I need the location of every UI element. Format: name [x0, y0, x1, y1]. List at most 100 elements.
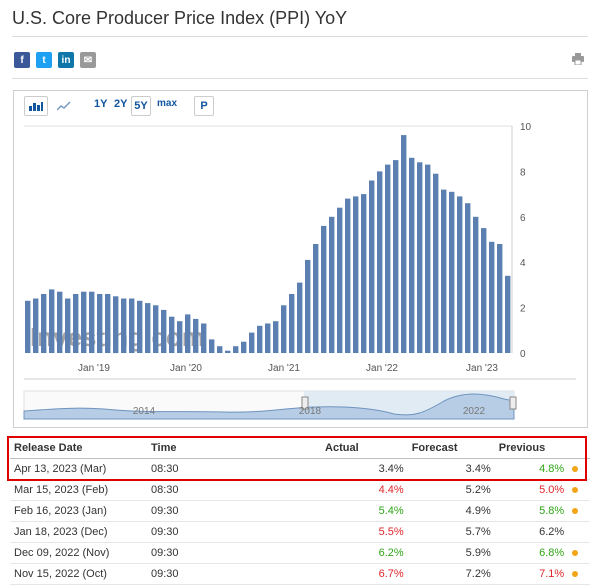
bar[interactable] — [385, 164, 391, 353]
range-5y[interactable]: 5Y — [131, 96, 151, 116]
bar[interactable] — [297, 282, 303, 353]
y-tick-label: 8 — [520, 167, 526, 178]
revision-dot-icon[interactable] — [572, 508, 579, 514]
navigator-right-handle[interactable] — [509, 396, 517, 410]
bar[interactable] — [377, 171, 383, 353]
bar[interactable] — [409, 157, 415, 353]
bar[interactable] — [329, 216, 335, 353]
forecast-cell: 4.9% — [407, 500, 495, 522]
bar[interactable] — [265, 323, 271, 354]
bar[interactable] — [281, 305, 287, 353]
bar[interactable] — [481, 228, 487, 353]
bar[interactable] — [145, 303, 151, 353]
bar[interactable] — [345, 198, 351, 353]
line-chart-icon — [57, 101, 71, 111]
bar[interactable] — [473, 216, 479, 353]
bar[interactable] — [289, 294, 295, 353]
table-header-row: Release Date Time Actual Forecast Previo… — [10, 438, 590, 459]
bar[interactable] — [41, 294, 47, 353]
bar[interactable] — [129, 298, 135, 354]
bar[interactable] — [233, 346, 239, 353]
release-date-cell: Mar 15, 2023 (Feb) — [10, 479, 148, 501]
bar[interactable] — [313, 244, 319, 353]
header-forecast[interactable]: Forecast — [407, 438, 495, 459]
navigator[interactable] — [23, 390, 517, 420]
bar[interactable] — [441, 189, 447, 353]
bar[interactable] — [361, 194, 367, 353]
bar[interactable] — [321, 225, 327, 353]
range-2y[interactable]: 2Y — [114, 98, 128, 110]
bar[interactable] — [161, 309, 167, 353]
bar[interactable] — [89, 291, 95, 353]
bar[interactable] — [73, 294, 79, 353]
bar[interactable] — [505, 275, 511, 353]
bar[interactable] — [65, 298, 71, 354]
bar-chart-toggle[interactable] — [24, 96, 48, 116]
bar[interactable] — [497, 244, 503, 353]
bar[interactable] — [257, 325, 263, 353]
y-tick-label: 4 — [520, 258, 526, 269]
navigator-tick-label: 2018 — [299, 406, 322, 417]
bar[interactable] — [209, 339, 215, 353]
x-tick-label: Jan '22 — [366, 363, 398, 374]
bar[interactable] — [369, 180, 375, 354]
facebook-icon[interactable]: f — [14, 52, 30, 68]
bar[interactable] — [57, 291, 63, 353]
bar[interactable] — [121, 298, 127, 354]
print-icon[interactable] — [572, 53, 584, 65]
bar[interactable] — [25, 300, 31, 353]
bar[interactable] — [249, 332, 255, 353]
bar[interactable] — [177, 321, 183, 353]
range-max[interactable]: max — [157, 98, 178, 109]
revision-dot-icon[interactable] — [572, 466, 579, 472]
header-previous[interactable]: Previous — [494, 438, 569, 459]
bar[interactable] — [225, 350, 231, 353]
bar[interactable] — [425, 164, 431, 353]
bar[interactable] — [305, 259, 311, 353]
x-tick-label: Jan '21 — [268, 363, 300, 374]
header-release-date[interactable]: Release Date — [10, 438, 148, 459]
bar[interactable] — [193, 318, 199, 353]
linkedin-icon[interactable]: in — [58, 52, 74, 68]
time-cell: 08:30 — [147, 479, 322, 501]
bar[interactable] — [457, 196, 463, 353]
bar[interactable] — [393, 160, 399, 353]
navigator-left-handle[interactable] — [301, 396, 309, 410]
bar[interactable] — [465, 203, 471, 353]
bar[interactable] — [137, 300, 143, 353]
header-actual[interactable]: Actual — [321, 438, 408, 459]
time-cell: 09:30 — [147, 563, 322, 585]
bar[interactable] — [217, 346, 223, 353]
forecast-cell: 5.2% — [407, 479, 495, 501]
bar[interactable] — [169, 316, 175, 353]
bar[interactable] — [105, 294, 111, 353]
bar[interactable] — [153, 305, 159, 353]
bar[interactable] — [273, 321, 279, 353]
header-time[interactable]: Time — [147, 438, 322, 459]
line-chart-toggle[interactable] — [52, 96, 76, 116]
bar[interactable] — [49, 289, 55, 353]
bar[interactable] — [113, 296, 119, 354]
bar[interactable] — [201, 323, 207, 354]
p-button[interactable]: P — [194, 96, 214, 116]
bar[interactable] — [449, 191, 455, 353]
bar[interactable] — [97, 294, 103, 353]
bar[interactable] — [401, 135, 407, 353]
bar[interactable] — [241, 341, 247, 354]
bar[interactable] — [353, 196, 359, 353]
bar[interactable] — [33, 298, 39, 354]
bar[interactable] — [337, 207, 343, 353]
bar[interactable] — [433, 173, 439, 353]
bar[interactable] — [185, 314, 191, 353]
revision-dot-icon[interactable] — [572, 571, 579, 577]
revision-dot-icon[interactable] — [572, 550, 579, 556]
bar[interactable] — [417, 162, 423, 353]
bar[interactable] — [81, 291, 87, 353]
revision-dot-icon[interactable] — [572, 487, 579, 493]
bar[interactable] — [489, 241, 495, 353]
time-cell: 09:30 — [147, 500, 322, 522]
twitter-icon[interactable]: t — [36, 52, 52, 68]
range-1y[interactable]: 1Y — [94, 98, 108, 110]
email-icon[interactable]: ✉ — [80, 52, 96, 68]
